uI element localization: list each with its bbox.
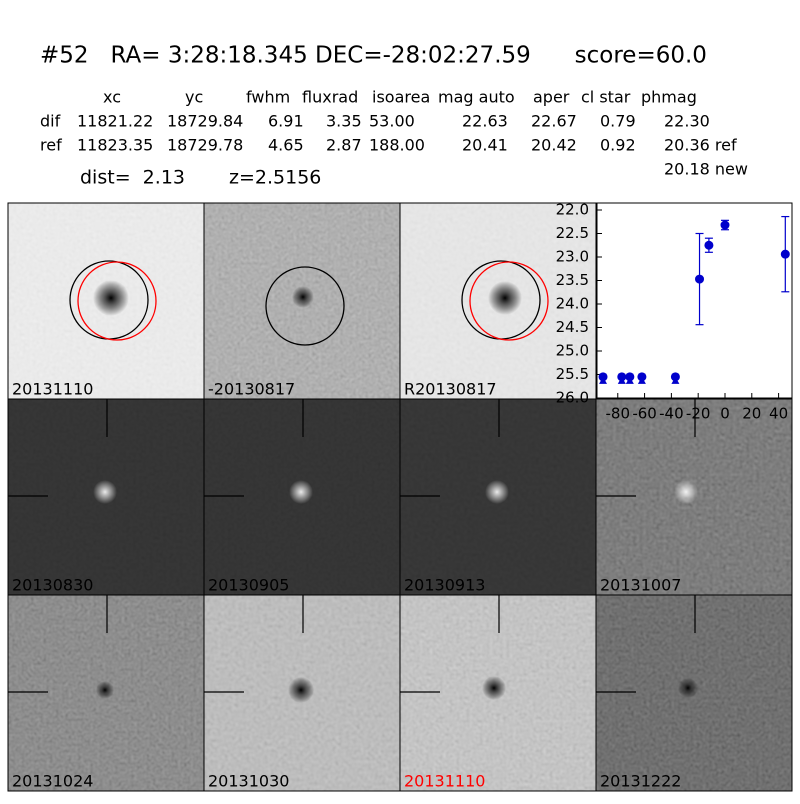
panel-label: 20131007 [600,576,681,595]
y-tick-label: 23.0 [556,248,589,266]
column-header: fwhm [246,88,290,107]
redshift: z=2.5156 [229,167,321,189]
column-header: mag auto [438,88,515,107]
source [674,480,698,504]
table-cell: 20.36 ref [664,136,737,155]
panel-label: 20130830 [12,576,93,595]
column-header: cl star [581,88,631,107]
table-cell: 18729.78 [167,136,243,155]
x-tick-label: -80 [606,405,631,423]
x-tick-label: 0 [720,405,730,423]
source [292,286,314,308]
panel-label: R20130817 [404,380,497,399]
column-header: xc [103,88,121,107]
source [678,678,698,698]
x-tick-label: 20 [742,405,761,423]
data-point [598,372,608,382]
data-point [625,372,635,382]
table-cell: ref [40,136,62,155]
data-point [695,274,705,284]
y-tick-label: 24.5 [556,318,589,336]
data-point [670,372,680,382]
y-tick-label: 23.5 [556,271,589,289]
data-point [780,249,790,259]
source [485,480,509,504]
x-tick-label: -40 [659,405,684,423]
y-tick-label: 22.5 [556,224,589,242]
table-cell: dif [40,112,61,131]
data-point [704,240,714,250]
x-tick-label: -20 [686,405,711,423]
extra-mag: 20.18 new [664,160,748,179]
panel-label: -20130817 [208,380,295,399]
aperture [265,266,345,346]
table-cell: 22.67 [531,112,577,131]
y-tick-label: 24.0 [556,295,589,313]
table-cell: 0.79 [600,112,636,131]
source [288,677,314,703]
y-tick-label: 25.5 [556,365,589,383]
panel-label: 20131024 [12,772,93,791]
column-header: phmag [641,88,697,107]
y-tick-label: 22.0 [556,201,589,219]
data-point [637,372,647,382]
x-tick-label: -60 [632,405,657,423]
light-curve: 22.022.523.023.524.024.525.025.526.0-80-… [556,201,793,423]
panel-frame [595,594,793,792]
table-cell: 22.63 [462,112,508,131]
source [93,480,117,504]
source [482,676,506,700]
table-cell: 18729.84 [167,112,243,131]
panel-label: 20131222 [600,772,681,791]
data-point [720,220,730,230]
column-header: yc [185,88,203,107]
panel-label: 20130905 [208,576,289,595]
table-cell: 11821.22 [77,112,153,131]
table-cell: 3.35 [326,112,362,131]
table-cell: 2.87 [326,136,362,155]
aperture [469,261,549,341]
column-header: aper [533,88,570,107]
table-cell: 22.30 [664,112,710,131]
panel-label: 20131110 [404,772,485,791]
x-tick-label: 40 [769,405,788,423]
table-cell: 11823.35 [77,136,153,155]
source [488,281,522,315]
plot-area [596,202,793,399]
source [96,681,114,699]
column-header: fluxrad [302,88,358,107]
table-cell: 4.65 [268,136,304,155]
panel-label: 20131110 [12,380,93,399]
table-cell: 6.91 [268,112,304,131]
panels: 20131110 -20130817 R20130817 20130830 201309… [7,202,793,792]
table-cell: 188.00 [369,136,425,155]
source [289,480,313,504]
y-tick-label: 26.0 [556,389,589,407]
panel-label: 20131030 [208,772,289,791]
column-header: isoarea [372,88,430,107]
table-cell: 20.41 [462,136,508,155]
panel-label: 20130913 [404,576,485,595]
table-cell: 53.00 [369,112,415,131]
y-tick-label: 25.0 [556,342,589,360]
dist: dist= 2.13 [80,167,185,189]
title: #52 RA= 3:28:18.345 DEC=-28:02:27.59 sco… [40,43,707,69]
aperture [77,261,157,341]
source [93,280,129,316]
table-cell: 0.92 [600,136,636,155]
data-point [617,372,627,382]
table-cell: 20.42 [531,136,577,155]
